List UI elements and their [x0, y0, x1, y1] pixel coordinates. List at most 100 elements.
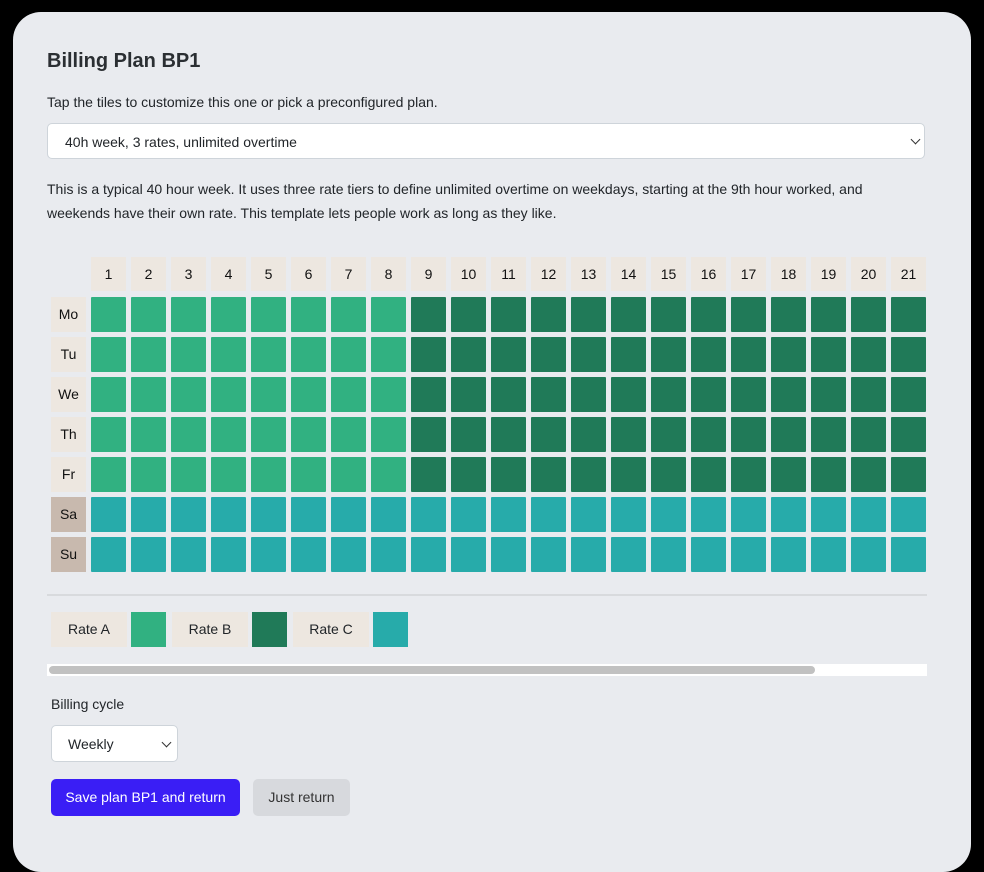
rate-tile[interactable] — [211, 537, 246, 572]
rate-tile[interactable] — [771, 297, 806, 332]
rate-tile[interactable] — [411, 297, 446, 332]
rate-tile[interactable] — [811, 537, 846, 572]
rate-tile[interactable] — [611, 537, 646, 572]
billing-cycle-select[interactable]: Weekly — [51, 725, 178, 762]
rate-tile[interactable] — [771, 537, 806, 572]
rate-tile[interactable] — [131, 417, 166, 452]
rate-tile[interactable] — [531, 457, 566, 492]
rate-tile[interactable] — [571, 377, 606, 412]
rate-tile[interactable] — [731, 337, 766, 372]
rate-tile[interactable] — [211, 457, 246, 492]
rate-tile[interactable] — [851, 537, 886, 572]
rate-tile[interactable] — [411, 337, 446, 372]
rate-tile[interactable] — [651, 297, 686, 332]
rate-tile[interactable] — [171, 497, 206, 532]
horizontal-scrollbar[interactable] — [47, 664, 927, 676]
rate-tile[interactable] — [611, 377, 646, 412]
rate-tile[interactable] — [411, 537, 446, 572]
rate-tile[interactable] — [651, 377, 686, 412]
rate-tile[interactable] — [491, 337, 526, 372]
rate-tile[interactable] — [611, 417, 646, 452]
rate-tile[interactable] — [891, 297, 926, 332]
just-return-button[interactable]: Just return — [253, 779, 350, 816]
rate-tile[interactable] — [331, 377, 366, 412]
legend-swatch[interactable] — [131, 612, 166, 647]
rate-tile[interactable] — [171, 417, 206, 452]
rate-tile[interactable] — [291, 457, 326, 492]
rate-tile[interactable] — [491, 297, 526, 332]
rate-tile[interactable] — [91, 497, 126, 532]
save-plan-button[interactable]: Save plan BP1 and return — [51, 779, 240, 816]
rate-tile[interactable] — [291, 297, 326, 332]
rate-tile[interactable] — [251, 297, 286, 332]
rate-tile[interactable] — [251, 337, 286, 372]
rate-tile[interactable] — [531, 377, 566, 412]
rate-tile[interactable] — [731, 537, 766, 572]
rate-tile[interactable] — [91, 337, 126, 372]
rate-tile[interactable] — [571, 497, 606, 532]
rate-tile[interactable] — [691, 457, 726, 492]
rate-tile[interactable] — [91, 297, 126, 332]
rate-tile[interactable] — [331, 457, 366, 492]
rate-tile[interactable] — [851, 497, 886, 532]
rate-tile[interactable] — [571, 457, 606, 492]
rate-tile[interactable] — [411, 417, 446, 452]
rate-tile[interactable] — [291, 417, 326, 452]
rate-tile[interactable] — [611, 497, 646, 532]
rate-tile[interactable] — [331, 537, 366, 572]
rate-tile[interactable] — [371, 417, 406, 452]
rate-tile[interactable] — [451, 417, 486, 452]
rate-tile[interactable] — [731, 457, 766, 492]
rate-tile[interactable] — [811, 417, 846, 452]
rate-tile[interactable] — [451, 537, 486, 572]
rate-tile[interactable] — [691, 497, 726, 532]
rate-tile[interactable] — [171, 457, 206, 492]
rate-tile[interactable] — [651, 537, 686, 572]
rate-tile[interactable] — [731, 497, 766, 532]
rate-tile[interactable] — [811, 297, 846, 332]
rate-tile[interactable] — [451, 337, 486, 372]
rate-tile[interactable] — [531, 417, 566, 452]
rate-tile[interactable] — [171, 337, 206, 372]
rate-tile[interactable] — [171, 297, 206, 332]
rate-tile[interactable] — [251, 457, 286, 492]
rate-tile[interactable] — [371, 297, 406, 332]
rate-tile[interactable] — [811, 497, 846, 532]
rate-tile[interactable] — [131, 297, 166, 332]
rate-tile[interactable] — [611, 297, 646, 332]
rate-tile[interactable] — [571, 337, 606, 372]
legend-swatch[interactable] — [373, 612, 408, 647]
rate-tile[interactable] — [891, 337, 926, 372]
rate-tile[interactable] — [531, 297, 566, 332]
rate-tile[interactable] — [891, 377, 926, 412]
rate-tile[interactable] — [651, 417, 686, 452]
rate-tile[interactable] — [211, 377, 246, 412]
rate-tile[interactable] — [771, 457, 806, 492]
rate-tile[interactable] — [251, 377, 286, 412]
rate-tile[interactable] — [291, 337, 326, 372]
rate-tile[interactable] — [691, 337, 726, 372]
rate-tile[interactable] — [171, 537, 206, 572]
rate-tile[interactable] — [891, 417, 926, 452]
rate-tile[interactable] — [771, 337, 806, 372]
rate-tile[interactable] — [571, 537, 606, 572]
rate-tile[interactable] — [131, 337, 166, 372]
plan-preset-select[interactable]: 40h week, 3 rates, unlimited overtime — [47, 123, 925, 159]
rate-tile[interactable] — [91, 377, 126, 412]
rate-tile[interactable] — [411, 377, 446, 412]
rate-tile[interactable] — [851, 457, 886, 492]
rate-tile[interactable] — [291, 537, 326, 572]
rate-tile[interactable] — [811, 457, 846, 492]
rate-tile[interactable] — [491, 537, 526, 572]
rate-tile[interactable] — [251, 417, 286, 452]
rate-tile[interactable] — [451, 377, 486, 412]
rate-tile[interactable] — [91, 417, 126, 452]
rate-tile[interactable] — [211, 297, 246, 332]
rate-tile[interactable] — [771, 417, 806, 452]
rate-tile[interactable] — [131, 457, 166, 492]
rate-tile[interactable] — [211, 497, 246, 532]
rate-tile[interactable] — [851, 297, 886, 332]
rate-tile[interactable] — [811, 377, 846, 412]
rate-tile[interactable] — [371, 377, 406, 412]
rate-tile[interactable] — [651, 457, 686, 492]
